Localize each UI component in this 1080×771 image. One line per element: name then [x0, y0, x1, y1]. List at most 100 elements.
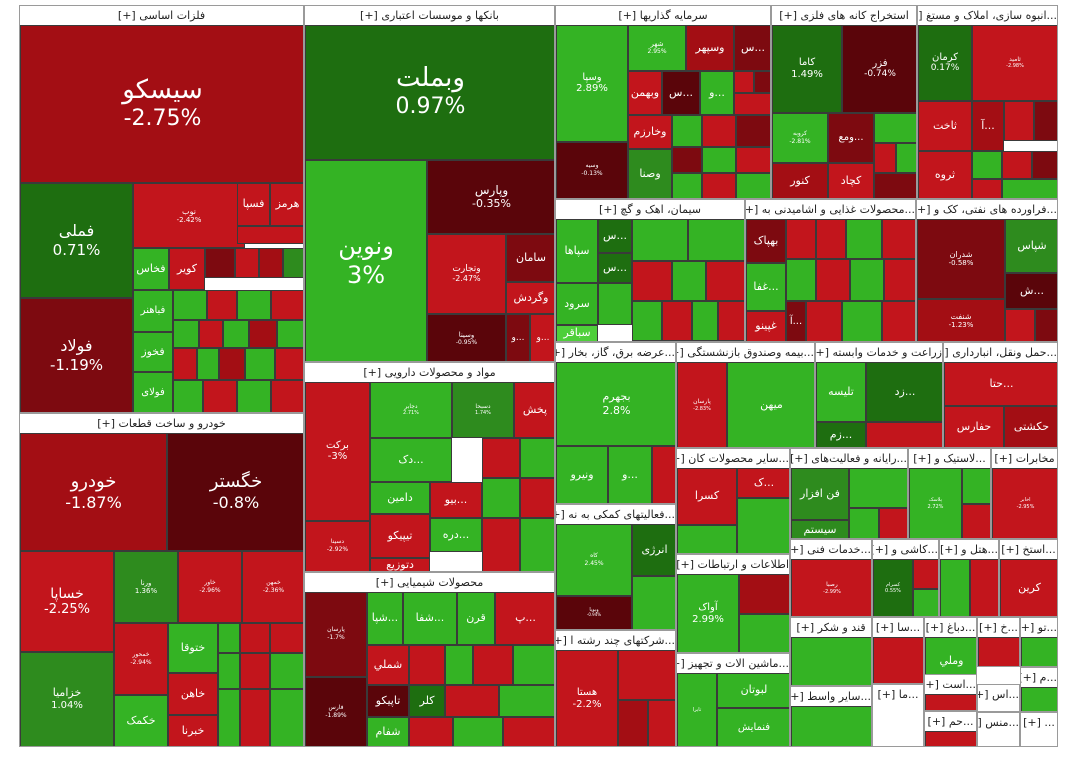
- stock-tile[interactable]: دجابر 2.71%: [370, 382, 452, 438]
- stock-tile[interactable]: [648, 700, 675, 746]
- stock-tile[interactable]: [199, 320, 223, 348]
- stock-tile[interactable]: [445, 645, 473, 685]
- stock-tile[interactable]: [791, 706, 871, 746]
- stock-tile[interactable]: [173, 320, 199, 348]
- stock-tile[interactable]: دسینا -2.92%: [305, 521, 370, 571]
- stock-tile[interactable]: دره...: [430, 518, 482, 552]
- stock-tile[interactable]: [702, 173, 736, 198]
- stock-tile[interactable]: [737, 498, 789, 553]
- stock-tile[interactable]: خگستر -0.8%: [167, 433, 303, 551]
- sector-header[interactable]: ...سایر محصولات کان [+]: [677, 449, 789, 468]
- stock-tile[interactable]: برکت -3%: [305, 382, 370, 521]
- stock-tile[interactable]: [874, 173, 916, 198]
- stock-tile[interactable]: خمهن -2.36%: [242, 551, 303, 623]
- sector-header[interactable]: ...خدمات فنی [+]: [791, 540, 871, 559]
- stock-tile[interactable]: سامان: [506, 234, 554, 282]
- stock-tile[interactable]: [874, 113, 916, 143]
- stock-tile[interactable]: ثاخت: [918, 101, 972, 151]
- stock-tile[interactable]: و...: [506, 314, 530, 361]
- sector-header[interactable]: ...دباغ [+]: [925, 618, 976, 637]
- stock-tile[interactable]: [499, 685, 554, 717]
- stock-tile[interactable]: سیسکو -2.75%: [20, 25, 303, 183]
- stock-tile[interactable]: و...: [608, 446, 652, 503]
- stock-tile[interactable]: فسپا: [237, 183, 270, 226]
- stock-tile[interactable]: شپاس: [1005, 219, 1057, 273]
- stock-tile[interactable]: تیپیکو: [370, 514, 430, 558]
- stock-tile[interactable]: فارس -1.89%: [305, 677, 367, 746]
- sector-header[interactable]: ...سایر واسط [+]: [791, 687, 871, 706]
- stock-tile[interactable]: [866, 422, 942, 447]
- stock-tile[interactable]: [598, 283, 632, 325]
- stock-tile[interactable]: کچاد: [828, 163, 874, 198]
- stock-tile[interactable]: دتوزیع: [370, 558, 430, 571]
- stock-tile[interactable]: [972, 179, 1002, 198]
- sector-header[interactable]: ...شرکتهای چند رشته ا [+]: [556, 631, 675, 650]
- sector-header[interactable]: ...عرضه برق، گاز، بخار [+]: [556, 343, 675, 362]
- stock-tile[interactable]: [197, 348, 219, 380]
- stock-tile[interactable]: حتا...: [944, 362, 1057, 406]
- stock-tile[interactable]: [1021, 687, 1057, 711]
- sector-header[interactable]: ...است [+]: [925, 675, 976, 694]
- stock-tile[interactable]: فن افزار: [791, 468, 849, 520]
- stock-tile[interactable]: [754, 71, 770, 93]
- stock-tile[interactable]: بجهرم 2.8%: [556, 362, 675, 446]
- stock-tile[interactable]: [277, 320, 303, 348]
- stock-tile[interactable]: فخوز: [133, 332, 173, 372]
- stock-tile[interactable]: [718, 301, 744, 341]
- stock-tile[interactable]: [632, 219, 688, 261]
- stock-tile[interactable]: [677, 525, 737, 553]
- stock-tile[interactable]: غپینو: [746, 311, 786, 341]
- stock-tile[interactable]: [618, 700, 648, 746]
- stock-tile[interactable]: پارسان -1.7%: [305, 592, 367, 677]
- stock-tile[interactable]: ومع...: [828, 113, 874, 163]
- sector-header[interactable]: بانکها و موسسات اعتباری [+]: [305, 6, 554, 25]
- stock-tile[interactable]: [218, 689, 240, 746]
- stock-tile[interactable]: حفارس: [944, 406, 1004, 447]
- stock-tile[interactable]: [842, 301, 882, 341]
- stock-tile[interactable]: کویر: [169, 248, 205, 290]
- stock-tile[interactable]: [520, 438, 554, 478]
- stock-tile[interactable]: و...: [700, 71, 734, 115]
- stock-tile[interactable]: [245, 348, 275, 380]
- stock-tile[interactable]: تایرا: [677, 673, 717, 746]
- stock-tile[interactable]: [962, 468, 990, 504]
- stock-tile[interactable]: کلر: [409, 685, 445, 717]
- stock-tile[interactable]: دک...: [370, 438, 452, 482]
- stock-tile[interactable]: [632, 301, 662, 341]
- stock-tile[interactable]: خاور -2.96%: [178, 551, 242, 623]
- sector-header[interactable]: ...خ [+]: [978, 618, 1019, 637]
- stock-tile[interactable]: سپاها: [556, 219, 598, 283]
- stock-tile[interactable]: [271, 380, 303, 412]
- stock-tile[interactable]: [896, 143, 916, 173]
- stock-tile[interactable]: دامین: [370, 482, 430, 514]
- sector-header[interactable]: ...م [+]: [1021, 668, 1057, 687]
- stock-tile[interactable]: زم...: [816, 422, 866, 447]
- stock-tile[interactable]: [816, 219, 846, 259]
- stock-tile[interactable]: [205, 248, 235, 278]
- stock-tile[interactable]: فنمایش: [717, 708, 789, 746]
- stock-tile[interactable]: سیستم: [791, 520, 849, 538]
- stock-tile[interactable]: [913, 559, 938, 589]
- stock-tile[interactable]: بیو...: [430, 482, 482, 518]
- stock-tile[interactable]: [173, 348, 197, 380]
- sector-header[interactable]: خودرو و ساخت قطعات [+]: [20, 414, 303, 433]
- stock-tile[interactable]: [270, 653, 303, 689]
- stock-tile[interactable]: ش...: [1005, 273, 1057, 309]
- stock-tile[interactable]: فخاس: [133, 248, 169, 290]
- stock-tile[interactable]: [1005, 309, 1035, 341]
- sector-header[interactable]: ...فعالیتهای کمکی به نه [+]: [556, 505, 675, 524]
- stock-tile[interactable]: خودرو -1.87%: [20, 433, 167, 551]
- stock-tile[interactable]: [618, 650, 675, 700]
- stock-tile[interactable]: پ...: [495, 592, 554, 645]
- stock-tile[interactable]: آ...: [972, 101, 1004, 151]
- stock-tile[interactable]: [925, 731, 976, 746]
- stock-tile[interactable]: اخابر -2.95%: [992, 468, 1057, 538]
- stock-tile[interactable]: [913, 589, 938, 616]
- stock-tile[interactable]: [978, 637, 1019, 666]
- stock-tile[interactable]: آ...: [786, 301, 806, 341]
- stock-tile[interactable]: انرژی: [632, 524, 675, 576]
- stock-tile[interactable]: سرود: [556, 283, 598, 325]
- sector-header[interactable]: سرمایه گذاریها [+]: [556, 6, 770, 25]
- stock-tile[interactable]: کرین: [1000, 559, 1057, 616]
- stock-tile[interactable]: [884, 259, 915, 301]
